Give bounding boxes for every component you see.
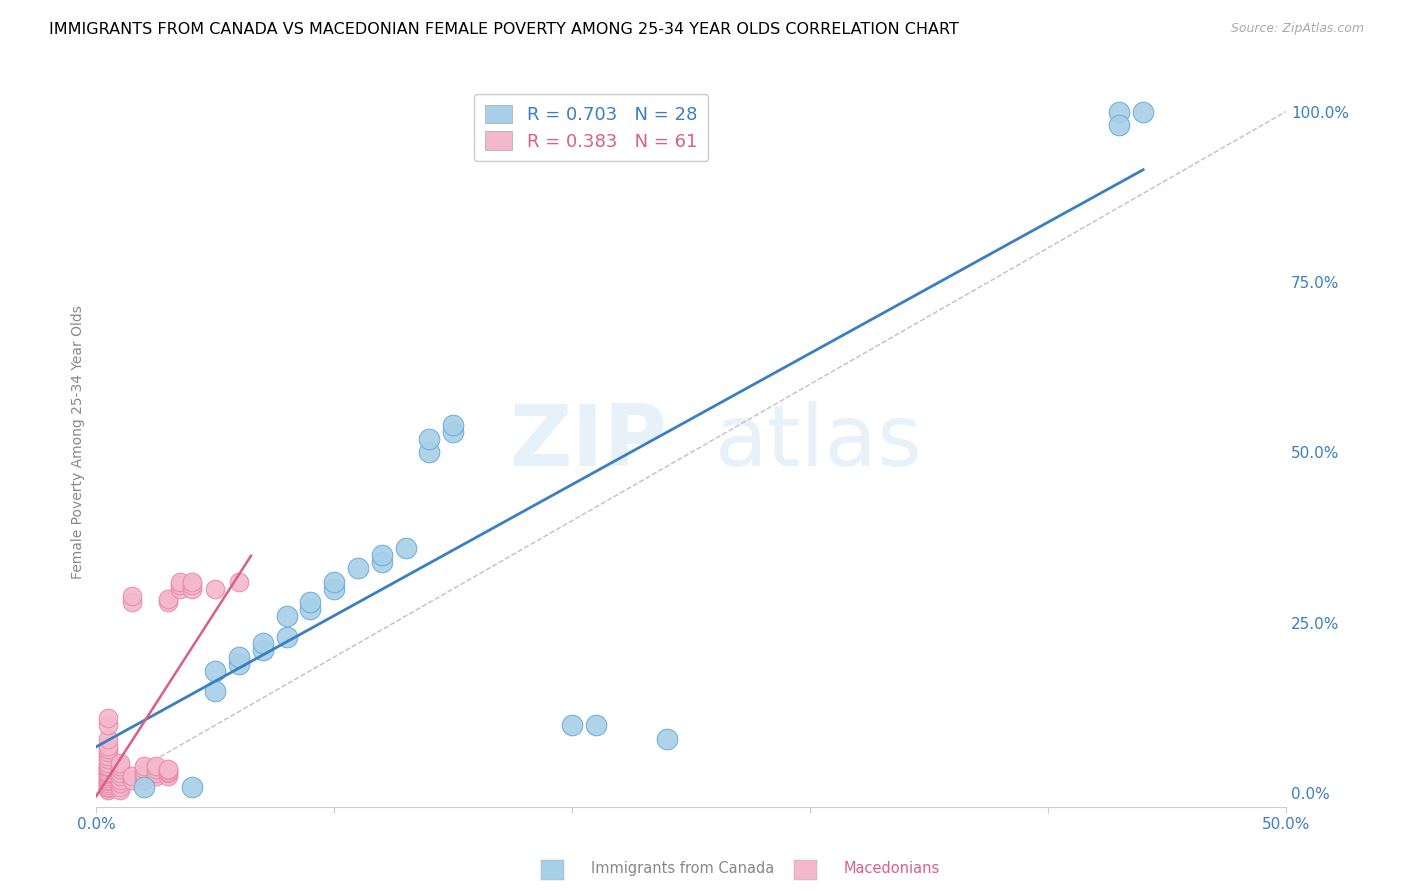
Point — [169, 574, 191, 589]
Point — [276, 630, 298, 644]
Point — [1108, 118, 1130, 132]
Point — [585, 718, 607, 732]
Point — [145, 765, 167, 780]
Point — [418, 432, 440, 446]
Point — [97, 764, 120, 779]
Point — [145, 769, 167, 783]
Point — [108, 769, 131, 783]
Point — [395, 541, 418, 555]
Point — [156, 592, 179, 607]
Point — [299, 602, 322, 616]
Point — [97, 731, 120, 746]
Point — [204, 664, 226, 678]
Point — [108, 756, 131, 770]
Point — [97, 780, 120, 795]
Point — [169, 582, 191, 596]
Point — [145, 763, 167, 777]
Point — [132, 765, 155, 780]
Point — [97, 780, 120, 794]
Point — [121, 589, 143, 603]
Point — [97, 763, 120, 777]
Point — [108, 783, 131, 797]
Text: ZIP: ZIP — [509, 401, 668, 483]
Text: Immigrants from Canada: Immigrants from Canada — [591, 861, 773, 876]
Point — [97, 772, 120, 786]
Point — [108, 763, 131, 777]
Point — [108, 776, 131, 790]
Point — [323, 582, 346, 596]
Point — [180, 582, 202, 596]
Point — [132, 763, 155, 777]
Point — [180, 574, 202, 589]
Point — [156, 769, 179, 783]
Point — [132, 772, 155, 787]
Point — [347, 561, 370, 575]
Point — [97, 769, 120, 783]
Point — [97, 756, 120, 770]
Point — [97, 772, 120, 787]
Point — [97, 718, 120, 732]
Point — [97, 759, 120, 773]
Text: atlas: atlas — [714, 401, 922, 483]
Point — [97, 760, 120, 774]
Point — [97, 765, 120, 780]
Point — [156, 762, 179, 776]
Point — [169, 578, 191, 592]
Point — [97, 742, 120, 756]
Point — [156, 764, 179, 779]
Y-axis label: Female Poverty Among 25-34 Year Olds: Female Poverty Among 25-34 Year Olds — [72, 305, 86, 579]
Point — [97, 774, 120, 789]
Point — [180, 780, 202, 794]
Point — [204, 582, 226, 596]
Text: IMMIGRANTS FROM CANADA VS MACEDONIAN FEMALE POVERTY AMONG 25-34 YEAR OLDS CORREL: IMMIGRANTS FROM CANADA VS MACEDONIAN FEM… — [49, 22, 959, 37]
Point — [97, 748, 120, 763]
Point — [299, 595, 322, 609]
Point — [156, 763, 179, 777]
Point — [97, 739, 120, 753]
Point — [228, 574, 250, 589]
Point — [121, 769, 143, 783]
Point — [97, 746, 120, 760]
Point — [441, 418, 464, 433]
Point — [371, 555, 394, 569]
Point — [1132, 104, 1154, 119]
Point — [228, 657, 250, 671]
Text: Macedonians: Macedonians — [844, 861, 939, 876]
Point — [561, 718, 583, 732]
Point — [441, 425, 464, 439]
Point — [252, 643, 274, 657]
Point — [132, 769, 155, 783]
Point — [418, 445, 440, 459]
Point — [228, 650, 250, 665]
Point — [204, 684, 226, 698]
Point — [108, 780, 131, 794]
Point — [132, 759, 155, 773]
Point — [252, 636, 274, 650]
Point — [97, 767, 120, 781]
Point — [371, 548, 394, 562]
Point — [97, 783, 120, 797]
Legend: R = 0.703   N = 28, R = 0.383   N = 61: R = 0.703 N = 28, R = 0.383 N = 61 — [474, 94, 707, 161]
Point — [108, 765, 131, 780]
Point — [121, 595, 143, 609]
Text: Source: ZipAtlas.com: Source: ZipAtlas.com — [1230, 22, 1364, 36]
Point — [97, 776, 120, 790]
Point — [156, 765, 179, 780]
Point — [108, 759, 131, 773]
Point — [323, 574, 346, 589]
Point — [276, 609, 298, 624]
Point — [180, 578, 202, 592]
Point — [156, 595, 179, 609]
Point — [145, 759, 167, 773]
Point — [1108, 104, 1130, 119]
Point — [657, 731, 679, 746]
Point — [97, 778, 120, 792]
Point — [97, 711, 120, 725]
Point — [121, 772, 143, 787]
Point — [97, 752, 120, 766]
Point — [132, 780, 155, 794]
Point — [108, 772, 131, 787]
